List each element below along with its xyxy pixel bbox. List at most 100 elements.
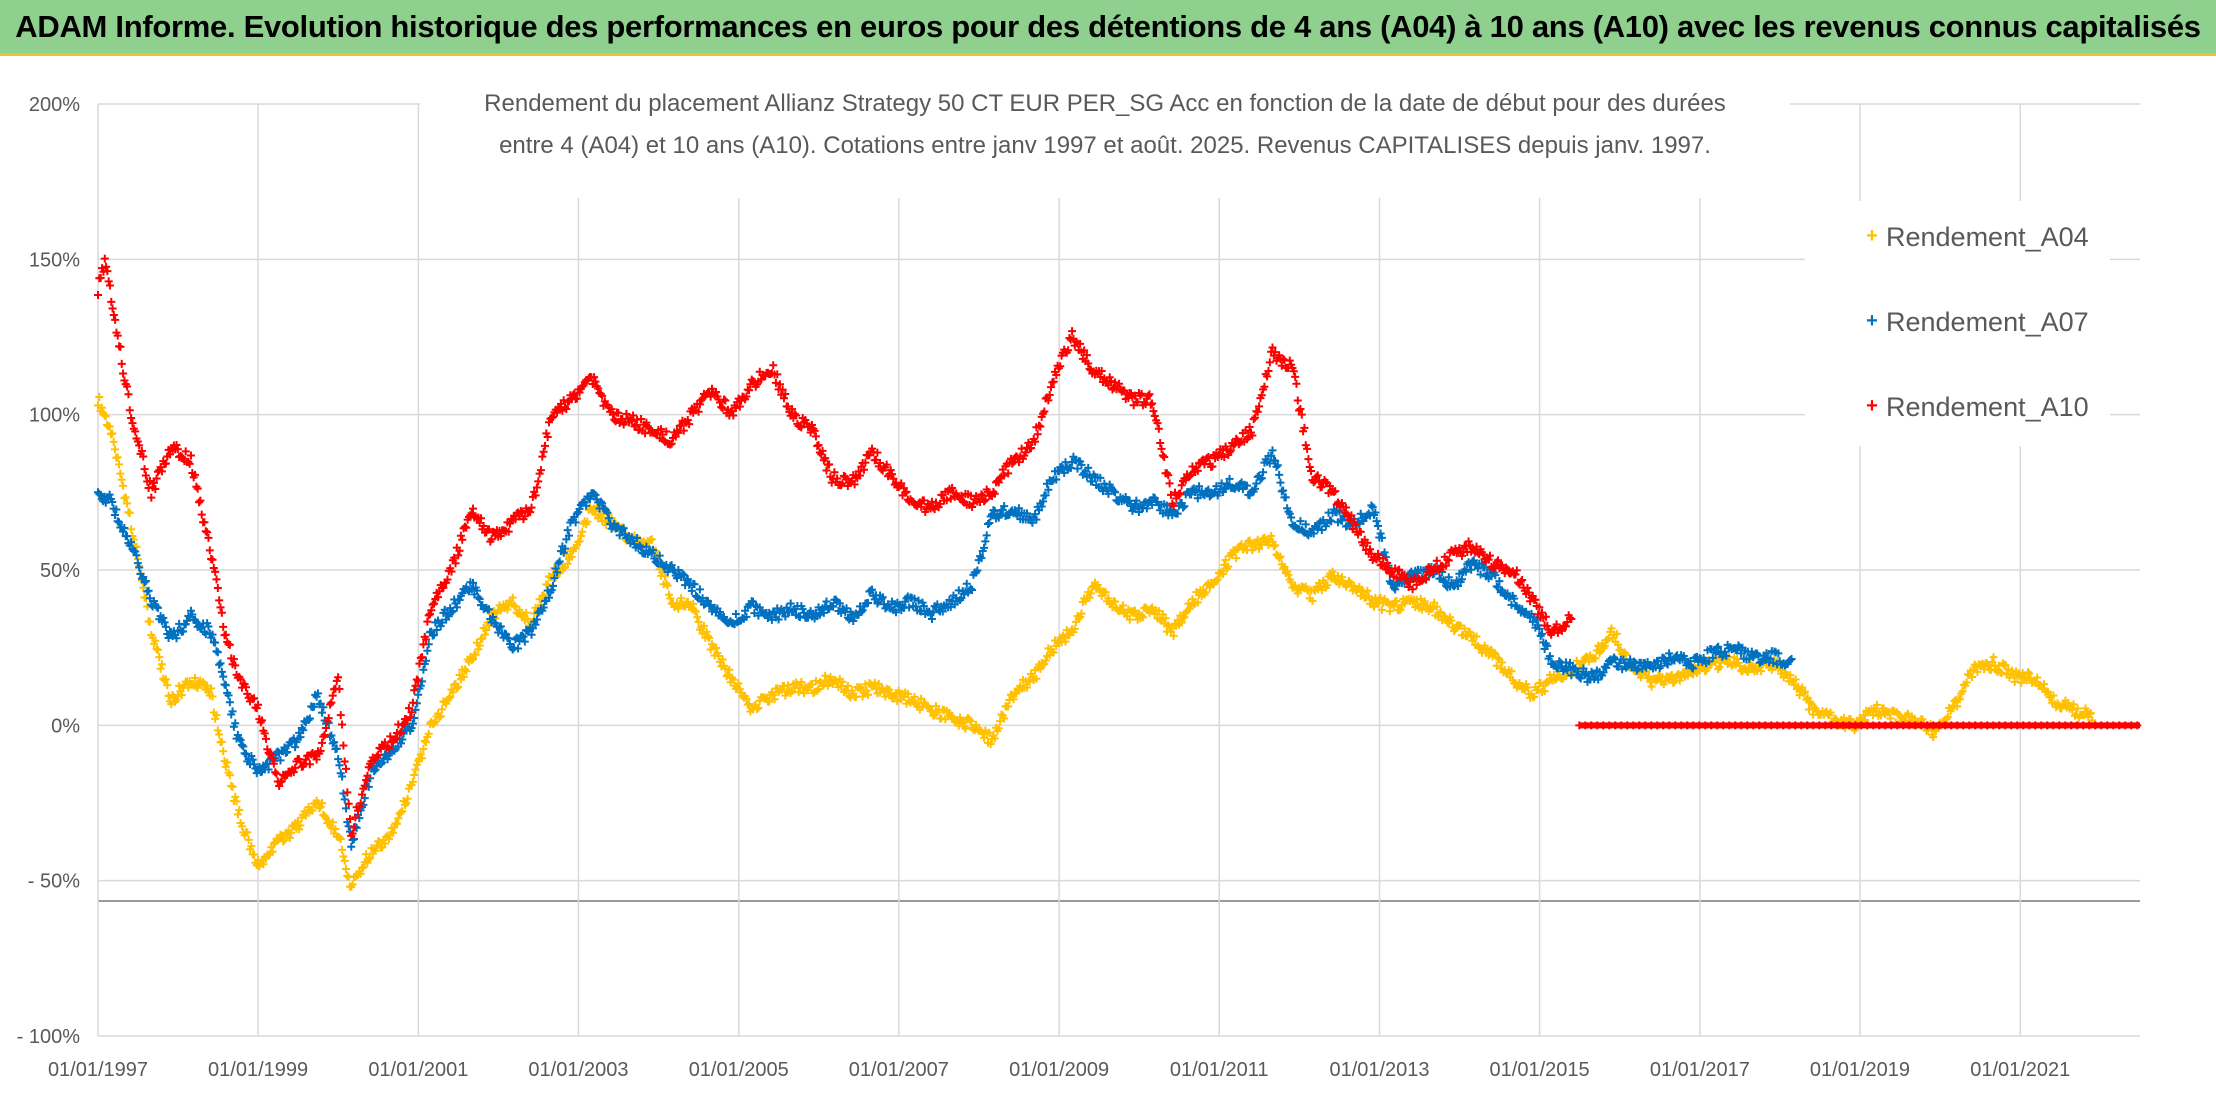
data-point: [683, 575, 692, 584]
x-axis-tick-labels: 01/01/1997 01/01/1999 01/01/2001 01/01/2003…: [48, 1059, 2070, 1081]
data-point: [363, 771, 372, 780]
data-point: [141, 471, 150, 480]
data-point: [101, 412, 110, 421]
data-point: [1061, 637, 1070, 646]
data-point: [699, 621, 708, 630]
data-point: [981, 537, 990, 546]
chart-grid: [97, 103, 2140, 1037]
data-point: [200, 518, 209, 527]
data-point: [212, 647, 221, 656]
data-point: [108, 498, 117, 507]
data-point: [1093, 581, 1102, 590]
data-point: [1769, 658, 1778, 667]
data-point: [751, 601, 760, 610]
data-point: [145, 617, 154, 626]
data-point: [572, 509, 581, 518]
data-point: [663, 581, 672, 590]
data-point: [1276, 552, 1285, 561]
data-point: [674, 604, 683, 613]
data-point: [147, 493, 156, 502]
data-point: [231, 661, 240, 670]
data-point: [619, 524, 628, 533]
data-point: [209, 563, 218, 572]
data-point: [1036, 664, 1045, 673]
data-point: [1762, 649, 1771, 658]
data-point: [603, 508, 612, 517]
data-point: [503, 605, 512, 614]
data-point: [324, 714, 333, 723]
data-point: [123, 532, 132, 541]
data-point: [1372, 517, 1381, 526]
data-point: [2001, 661, 2010, 670]
data-point: [770, 695, 779, 704]
data-point: [172, 634, 181, 643]
data-point: [1237, 540, 1246, 549]
data-point: [372, 752, 381, 761]
x-tick-label: 01/01/2003: [528, 1059, 628, 1081]
data-point: [217, 737, 226, 746]
data-point: [411, 765, 420, 774]
data-point: [1492, 661, 1501, 670]
data-point: [1269, 542, 1278, 551]
y-tick-label: 200%: [29, 94, 80, 116]
data-point: [927, 614, 936, 623]
data-point: [328, 818, 337, 827]
data-point: [698, 629, 707, 638]
data-point: [547, 586, 556, 595]
data-point: [208, 630, 217, 639]
data-point: [390, 735, 399, 744]
data-point: [583, 517, 592, 526]
data-point: [332, 744, 341, 753]
data-point: [719, 395, 728, 404]
data-point: [396, 728, 405, 737]
legend-label-a07: Rendement_A07: [1886, 307, 2089, 337]
data-point: [786, 599, 795, 608]
data-point: [1512, 566, 1521, 575]
data-point: [1654, 656, 1663, 665]
data-point: [662, 427, 671, 436]
data-point: [1193, 598, 1202, 607]
data-point: [797, 677, 806, 686]
data-point: [1379, 554, 1388, 563]
legend-label-a04: Rendement_A04: [1886, 222, 2089, 252]
data-point: [386, 749, 395, 758]
data-point: [919, 602, 928, 611]
data-point: [243, 828, 252, 837]
data-point: [108, 429, 117, 438]
data-point: [1846, 715, 1855, 724]
data-point: [109, 311, 118, 320]
data-point: [455, 596, 464, 605]
data-point: [1104, 594, 1113, 603]
data-point: [1255, 402, 1264, 411]
data-point: [1766, 654, 1775, 663]
data-point: [1281, 493, 1290, 502]
data-point: [459, 672, 468, 681]
data-point: [482, 626, 491, 635]
data-point: [1138, 613, 1147, 622]
data-point: [2064, 699, 2073, 708]
data-point: [188, 680, 197, 689]
data-point: [231, 719, 240, 728]
data-point: [155, 653, 164, 662]
data-point: [1268, 446, 1277, 455]
data-point: [1984, 660, 1993, 669]
data-point: [223, 758, 232, 767]
data-point: [462, 667, 471, 676]
data-point: [1291, 372, 1300, 381]
data-point: [1342, 503, 1351, 512]
data-point: [792, 411, 801, 420]
data-point: [917, 694, 926, 703]
data-point: [1408, 585, 1417, 594]
data-point: [322, 724, 331, 733]
data-point: [956, 713, 965, 722]
data-point: [822, 466, 831, 475]
data-point: [982, 531, 991, 540]
chart-title-line-1: Rendement du placement Allianz Strategy …: [484, 90, 1726, 117]
data-point: [1104, 489, 1113, 498]
data-point: [1498, 561, 1507, 570]
data-point: [1670, 677, 1679, 686]
data-point: [570, 389, 579, 398]
data-point: [128, 419, 137, 428]
data-point: [2039, 680, 2048, 689]
data-point: [328, 691, 337, 700]
